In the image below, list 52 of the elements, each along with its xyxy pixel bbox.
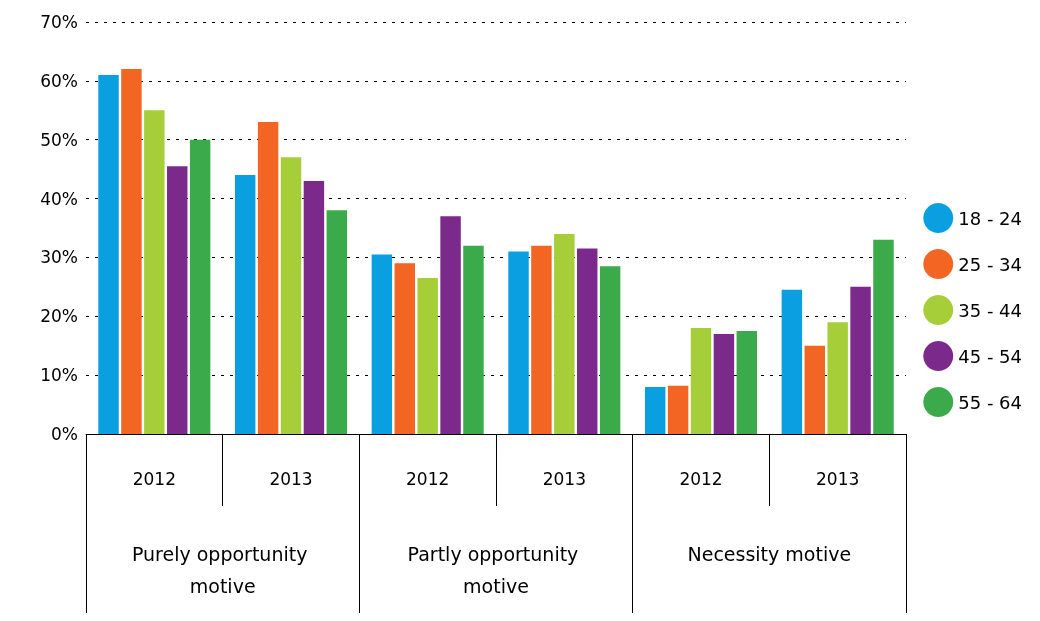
bar <box>827 322 848 434</box>
text: Purely opportunity motive <box>131 543 314 597</box>
bar <box>781 289 803 434</box>
bar <box>508 251 529 434</box>
x-tick-label: 2012 <box>406 468 450 489</box>
text: Partly opportunity motive <box>407 543 585 597</box>
y-tick-label: 20% <box>40 306 78 327</box>
legend-label: 35 - 44 <box>958 299 1022 321</box>
bar <box>554 233 575 434</box>
bar <box>98 74 119 434</box>
bar <box>873 239 894 434</box>
bar <box>531 245 552 434</box>
x-tick-label: 2013 <box>542 468 586 489</box>
bar <box>804 345 825 434</box>
bar <box>417 278 438 434</box>
bar <box>234 175 256 434</box>
bar <box>577 248 598 434</box>
bar <box>713 333 735 434</box>
bar <box>144 110 165 434</box>
bar <box>303 180 325 434</box>
bar <box>690 328 712 434</box>
bar <box>326 210 348 434</box>
y-tick-label: 40% <box>40 188 78 209</box>
bar <box>644 386 666 434</box>
y-tick-label: 70% <box>40 12 78 32</box>
y-tick-label: 10% <box>40 365 78 386</box>
bar <box>394 263 415 434</box>
legend-label: 25 - 34 <box>958 253 1022 275</box>
bar <box>850 286 871 434</box>
legend-label: 45 - 54 <box>958 345 1022 367</box>
x-tick-label: 2012 <box>132 468 176 489</box>
y-tick-label: 30% <box>40 247 78 268</box>
x-tick-label: 2013 <box>816 468 860 489</box>
x-tick-label: 2012 <box>679 468 723 489</box>
bar <box>463 245 484 434</box>
x-tick-label: 2013 <box>269 468 313 489</box>
y-tick-label: 60% <box>40 70 78 91</box>
bar <box>667 385 689 434</box>
y-tick-label: 50% <box>40 129 78 150</box>
bar <box>280 157 302 434</box>
bar <box>257 122 279 434</box>
bar <box>167 166 188 434</box>
legend-label: 55 - 64 <box>958 391 1022 413</box>
text: Necessity motive <box>687 543 852 565</box>
bar <box>189 139 211 434</box>
y-tick-label: 0% <box>51 424 78 444</box>
bar <box>440 216 461 434</box>
bar <box>371 254 393 434</box>
bar <box>736 331 758 434</box>
legend-label: 18 - 24 <box>958 207 1022 229</box>
bar <box>599 266 621 434</box>
bar <box>121 69 142 434</box>
